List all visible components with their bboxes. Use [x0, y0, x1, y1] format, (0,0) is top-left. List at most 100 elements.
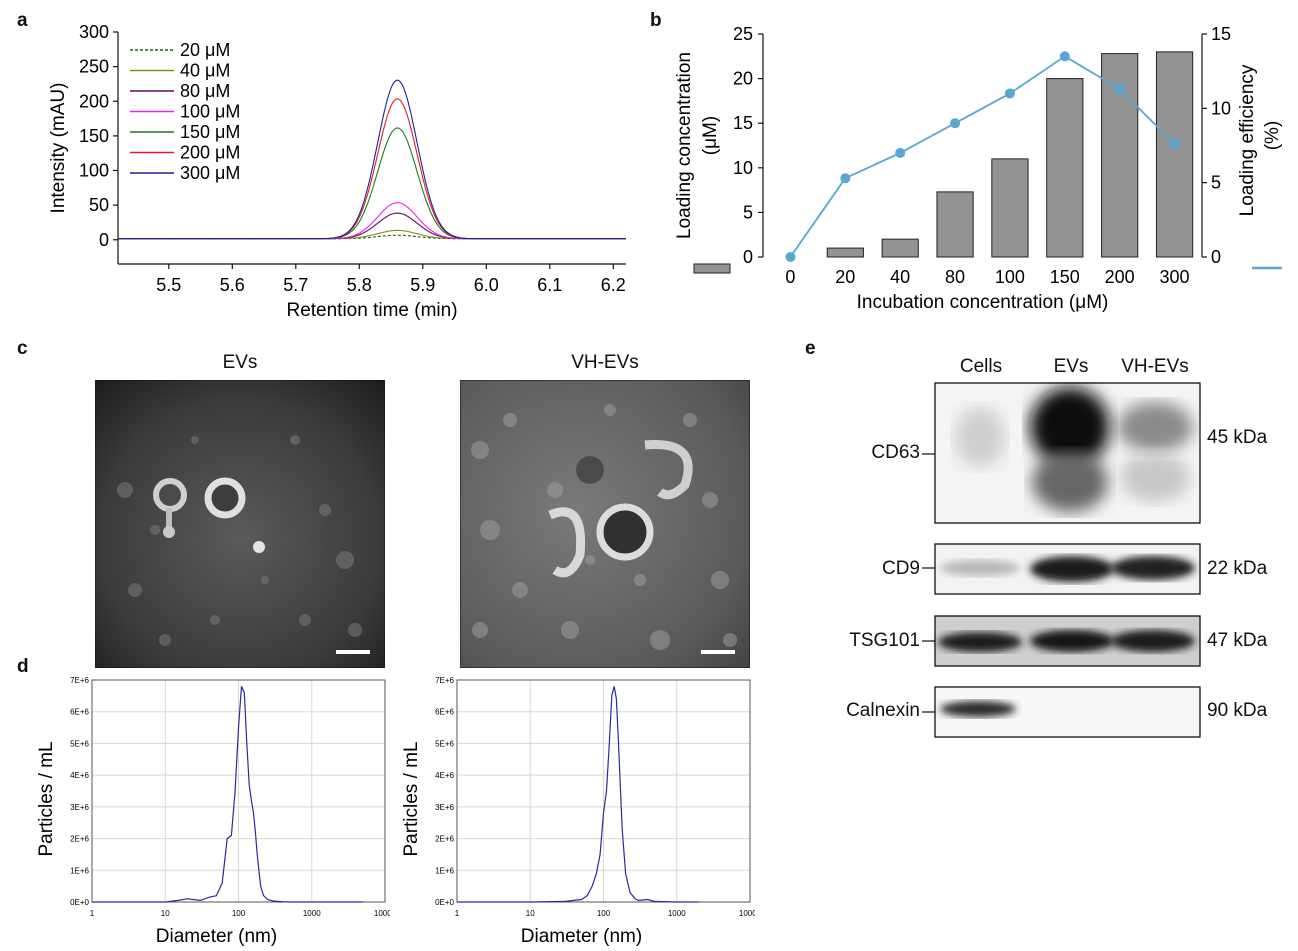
bar	[991, 158, 1029, 258]
y-tick-label: 1E+6	[435, 866, 454, 875]
left-y-axis-label-line1: Loading concentration	[674, 52, 695, 239]
size-label-calnexin: 90 kDa	[1207, 700, 1268, 721]
x-tick-label: 150	[1050, 267, 1080, 287]
blot-label-cd63: CD63	[871, 442, 920, 463]
efficiency-point	[840, 173, 851, 184]
y-tick-label: 1E+6	[70, 866, 89, 875]
y-tick-label: 50	[89, 195, 109, 215]
y-tick-label: 100	[79, 161, 109, 181]
y-tick-label: 250	[79, 57, 109, 77]
blot-cd9	[922, 543, 1201, 595]
y-tick-label: 150	[79, 126, 109, 146]
size-label-cd9: 22 kDa	[1207, 558, 1268, 579]
y-axis-label: Particles / mL	[401, 741, 422, 856]
legend-label: 200 μM	[180, 143, 240, 163]
y-tick-label: 300	[79, 22, 109, 42]
y-tick-label: 2E+6	[435, 835, 454, 844]
legend-label: 40 μM	[180, 61, 230, 81]
vesicle	[644, 440, 693, 500]
x-tick-label: 0	[785, 267, 795, 287]
y-tick-label: 7E+6	[435, 676, 454, 685]
y-tick-label: 7E+6	[70, 676, 89, 685]
panel-c-letter: c	[17, 338, 28, 359]
scale-bar	[336, 650, 370, 654]
efficiency-point	[1114, 84, 1125, 95]
x-axis-label: Diameter (nm)	[156, 926, 277, 947]
x-tick-label: 6.1	[537, 275, 562, 295]
x-tick-label: 10	[526, 909, 535, 918]
lane-label-cells: Cells	[959, 356, 1003, 377]
tem-title-evs: EVs	[222, 352, 258, 373]
legend-label: 20 μM	[180, 40, 230, 60]
y-tick-label: 2E+6	[70, 835, 89, 844]
panel-d-letter: d	[17, 656, 29, 677]
x-tick-label: 20	[835, 267, 855, 287]
blot-cd63	[922, 382, 1201, 524]
efficiency-point	[785, 252, 796, 262]
x-axis-label: Incubation concentration (μM)	[857, 292, 1109, 313]
chromatogram-chart: 0 50 100 150 200 250 300 5.5 5.6 5.7 5.8 5.9 6.0 6.1 6…	[48, 22, 626, 321]
x-tick-label: 5.9	[410, 275, 435, 295]
left-y-tick-label: 10	[733, 158, 753, 178]
y-tick-label: 6E+6	[435, 708, 454, 717]
x-tick-label: 100	[232, 909, 246, 918]
x-tick-label: 1000	[668, 909, 686, 918]
y-tick-label: 6E+6	[70, 708, 89, 717]
right-y-tick-label: 0	[1211, 247, 1221, 267]
y-axis-label: Particles / mL	[36, 741, 57, 856]
nta-chart-vh-evs: 0E+0 1E+6 2E+6 3E+6 4E+6 5E+6 6E+6 7E+6 1 10 100 10…	[401, 676, 755, 947]
size-label-tsg101: 47 kDa	[1207, 630, 1268, 651]
right-y-tick-label: 15	[1211, 24, 1231, 44]
vesicle	[204, 477, 246, 519]
panel-b-letter: b	[650, 10, 662, 31]
bar	[1155, 51, 1194, 258]
y-tick-label: 0E+0	[435, 898, 454, 907]
y-tick-label: 4E+6	[70, 771, 89, 780]
vesicle	[596, 503, 654, 561]
right-y-tick-label: 5	[1211, 173, 1221, 193]
x-tick-label: 40	[890, 267, 910, 287]
bar-key-swatch	[693, 263, 731, 274]
efficiency-point	[1059, 51, 1070, 62]
x-tick-label: 300	[1160, 267, 1190, 287]
efficiency-point	[895, 147, 906, 158]
blot-label-tsg101: TSG101	[849, 630, 920, 651]
x-tick-label: 200	[1105, 267, 1135, 287]
y-tick-label: 0	[99, 230, 109, 250]
plot-frame	[91, 679, 386, 903]
x-tick-label: 5.7	[283, 275, 308, 295]
y-tick-label: 3E+6	[435, 803, 454, 812]
x-tick-label: 5.6	[220, 275, 245, 295]
efficiency-point	[1004, 88, 1015, 99]
efficiency-point	[1169, 139, 1180, 150]
efficiency-point	[950, 118, 961, 129]
lane-label-evs: EVs	[1053, 356, 1089, 377]
x-tick-label: 1	[90, 909, 95, 918]
y-tick-label: 4E+6	[435, 771, 454, 780]
y-tick-label: 3E+6	[70, 803, 89, 812]
blot-calnexin	[922, 686, 1201, 738]
series-line	[118, 79, 626, 240]
right-y-axis-label-line1: Loading efficiency	[1237, 64, 1258, 216]
x-tick-label: 10	[161, 909, 170, 918]
plot-frame	[456, 679, 751, 903]
vesicle	[153, 478, 187, 512]
x-tick-label: 100	[995, 267, 1025, 287]
y-tick-label: 5E+6	[70, 739, 89, 748]
panel-e-letter: e	[805, 338, 816, 359]
legend-label: 80 μM	[180, 81, 230, 101]
distribution-line	[92, 686, 363, 903]
bar	[881, 238, 919, 258]
x-tick-label: 10000	[739, 909, 755, 918]
efficiency-line	[789, 55, 1176, 258]
vesicle	[548, 507, 586, 578]
left-y-tick-label: 15	[733, 113, 753, 133]
blot-label-calnexin: Calnexin	[846, 700, 920, 721]
bar	[936, 191, 974, 258]
left-y-tick-label: 5	[743, 202, 753, 222]
tem-title-vh-evs: VH-EVs	[571, 352, 639, 373]
y-tick-label: 200	[79, 91, 109, 111]
size-label-cd63: 45 kDa	[1207, 427, 1268, 448]
x-tick-label: 10000	[374, 909, 390, 918]
legend-label: 100 μM	[180, 102, 240, 122]
